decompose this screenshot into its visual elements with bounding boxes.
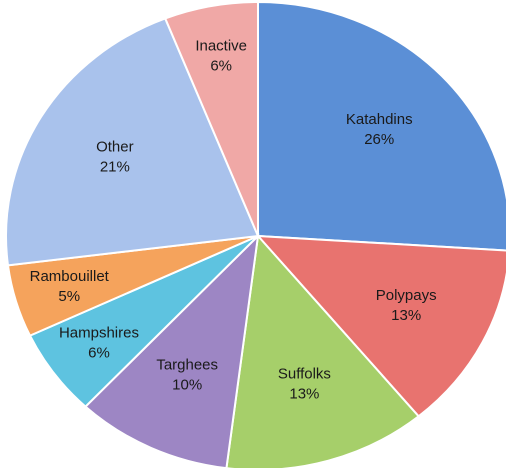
slice-value-label: 21% — [100, 158, 130, 175]
slice-value-label: 6% — [88, 344, 110, 361]
slice-label: Rambouillet — [30, 268, 110, 285]
slice-value-label: 13% — [391, 307, 421, 324]
slice-label: Inactive — [195, 38, 247, 55]
slice-value-label: 10% — [172, 377, 202, 394]
pie-slice — [255, 234, 506, 418]
pie-slice — [5, 17, 260, 267]
slice-value-label: 6% — [210, 58, 232, 75]
slice-value-label: 5% — [58, 288, 80, 305]
slice-value-label: 13% — [289, 385, 319, 402]
slice-label: Katahdins — [346, 111, 413, 128]
slice-label: Suffolks — [278, 365, 331, 382]
slice-label: Hampshires — [59, 324, 139, 341]
slice-label: Targhees — [156, 357, 218, 374]
slice-label: Polypays — [376, 287, 437, 304]
slice-label: Other — [96, 138, 134, 155]
pie-slice — [257, 0, 506, 252]
pie-slice — [84, 233, 260, 468]
slice-value-label: 26% — [364, 131, 394, 148]
pie-slice — [225, 233, 421, 468]
pie-slice — [163, 0, 259, 237]
